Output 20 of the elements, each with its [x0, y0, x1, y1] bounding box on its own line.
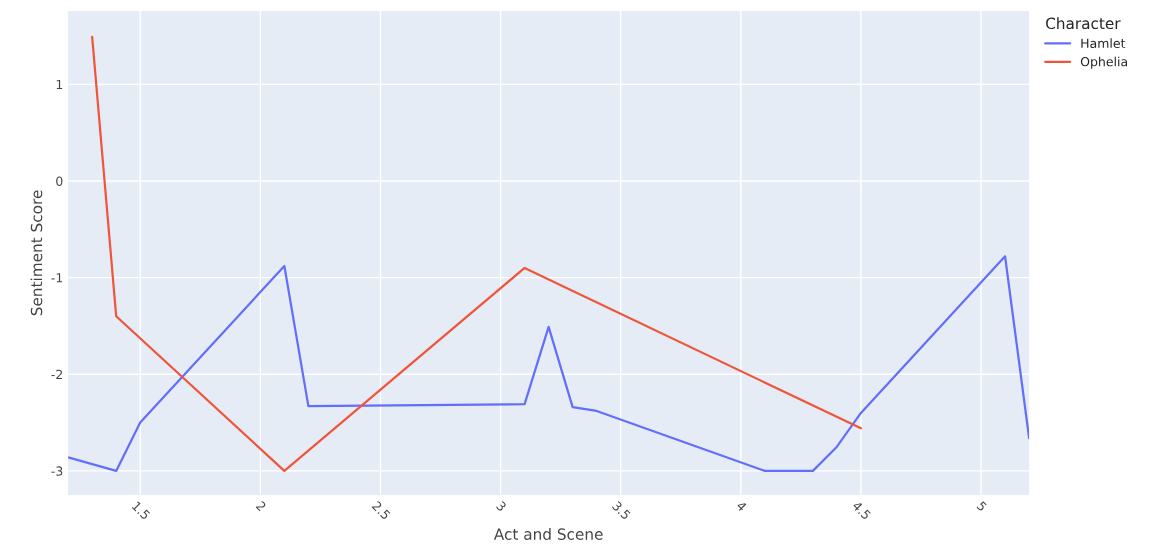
y-tick-label: -2 [51, 369, 63, 379]
y-tick-label: -1 [51, 273, 63, 283]
line-series [68, 255, 1030, 472]
x-tick-label: 5 [976, 500, 988, 512]
x-tick-label: 2.5 [371, 500, 391, 521]
x-tick-label: 1.5 [131, 501, 151, 521]
y-tick-label: -3 [51, 466, 63, 476]
line-series [91, 35, 863, 472]
y-axis-title: Sentiment Score [30, 190, 43, 316]
legend-label: Hamlet [1081, 38, 1126, 48]
x-tick-label: 4 [736, 500, 748, 512]
legend-label: Ophelia [1080, 56, 1128, 69]
y-tick-label: 0 [56, 176, 63, 186]
x-tick-label: 3 [495, 500, 507, 512]
x-tick-label: 3.5 [611, 500, 632, 521]
y-tick-label: 1 [56, 79, 63, 90]
legend-title: Character [1046, 17, 1121, 30]
x-tick-label: 4.5 [851, 500, 872, 521]
x-axis-title: Act and Scene [493, 528, 603, 540]
x-tick-label: 2 [255, 500, 267, 512]
